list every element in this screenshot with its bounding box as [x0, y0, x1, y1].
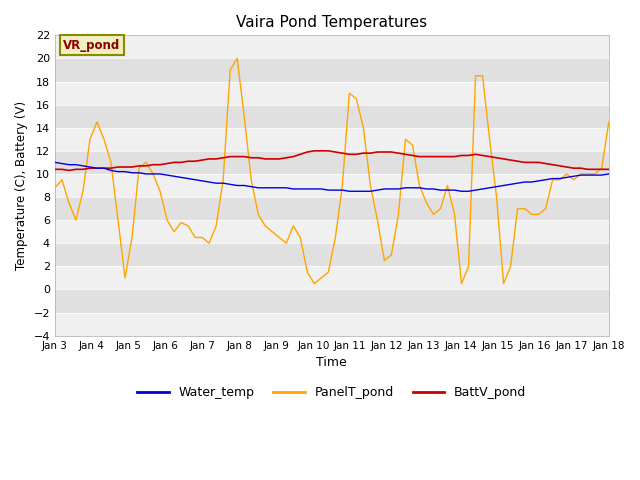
Bar [55, 220, 609, 243]
PanelT_pond [556, 177, 563, 182]
PanelT_pond [605, 119, 612, 125]
Line: BattV_pond: BattV_pond [55, 151, 609, 170]
Line: PanelT_pond: PanelT_pond [55, 59, 609, 284]
PanelT_pond [234, 56, 241, 61]
Water_temp [51, 159, 59, 165]
BattV_pond [402, 151, 410, 157]
Bar [55, 289, 609, 312]
BattV_pond [444, 154, 451, 159]
BattV_pond [310, 148, 318, 154]
PanelT_pond [444, 182, 451, 188]
Bar [55, 266, 609, 289]
PanelT_pond [310, 281, 318, 287]
Bar [55, 312, 609, 336]
Water_temp [395, 186, 403, 192]
BattV_pond [65, 168, 73, 173]
Y-axis label: Temperature (C), Battery (V): Temperature (C), Battery (V) [15, 101, 28, 270]
PanelT_pond [51, 185, 59, 191]
Bar [55, 151, 609, 174]
Bar [55, 174, 609, 197]
Water_temp [549, 176, 557, 181]
Bar [55, 59, 609, 82]
Bar [55, 197, 609, 220]
Bar [55, 82, 609, 105]
BattV_pond [395, 150, 403, 156]
Legend: Water_temp, PanelT_pond, BattV_pond: Water_temp, PanelT_pond, BattV_pond [132, 382, 531, 405]
Water_temp [296, 186, 304, 192]
PanelT_pond [422, 200, 430, 206]
BattV_pond [51, 167, 59, 172]
Bar [55, 105, 609, 128]
Bar [55, 36, 609, 59]
Bar [55, 128, 609, 151]
BattV_pond [556, 163, 563, 169]
PanelT_pond [402, 136, 410, 142]
Title: Vaira Pond Temperatures: Vaira Pond Temperatures [236, 15, 428, 30]
Water_temp [346, 188, 353, 194]
Water_temp [388, 186, 396, 192]
Water_temp [436, 187, 444, 193]
BattV_pond [422, 154, 430, 159]
Water_temp [605, 171, 612, 177]
X-axis label: Time: Time [316, 356, 348, 369]
Bar [55, 243, 609, 266]
Water_temp [415, 185, 423, 191]
PanelT_pond [395, 212, 403, 217]
BattV_pond [605, 167, 612, 172]
Text: VR_pond: VR_pond [63, 39, 120, 52]
Line: Water_temp: Water_temp [55, 162, 609, 191]
BattV_pond [303, 149, 311, 155]
PanelT_pond [303, 269, 311, 275]
